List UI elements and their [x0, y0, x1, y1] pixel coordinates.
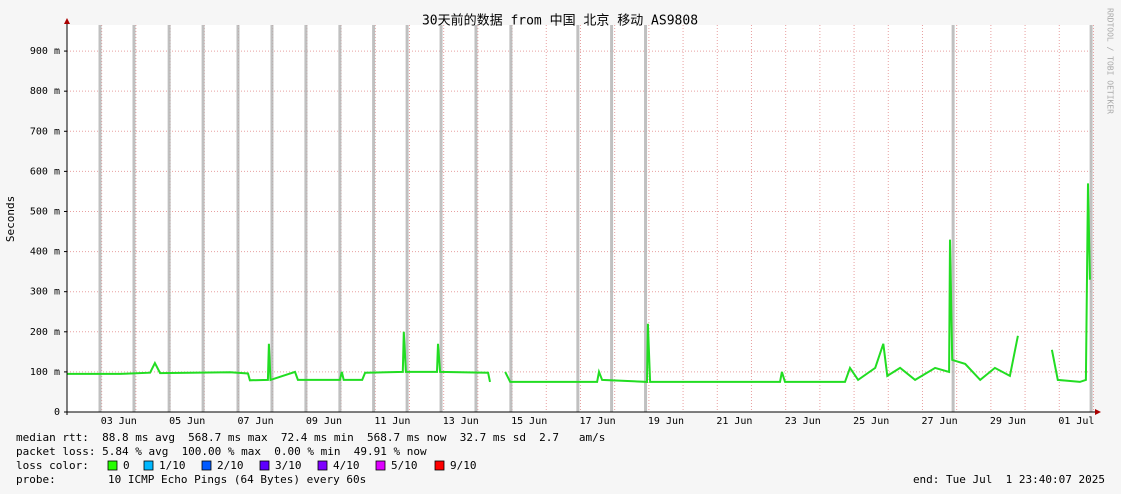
y-tick-label: 200 m [30, 327, 60, 338]
legend-swatch [201, 460, 212, 471]
x-tick-label: 01 Jul [1058, 416, 1094, 427]
axis-arrow [1095, 409, 1101, 415]
outage-bar [132, 25, 136, 412]
y-tick-label: 900 m [30, 46, 60, 57]
x-tick-label: 25 Jun [853, 416, 889, 427]
outage-bar [236, 25, 240, 412]
legend-swatch [107, 460, 118, 471]
end-time: end: Tue Jul 1 23:40:07 2025 [913, 473, 1105, 486]
y-tick-label: 700 m [30, 126, 60, 137]
x-tick-label: 09 Jun [306, 416, 342, 427]
x-tick-label: 19 Jun [648, 416, 684, 427]
outage-bar [405, 25, 409, 412]
median-line [67, 183, 1091, 383]
x-tick-label: 29 Jun [990, 416, 1026, 427]
outage-bar [644, 25, 648, 412]
stats-line: median rtt: 88.8 ms avg 568.7 ms max 72.… [16, 431, 605, 444]
outage-bar [304, 25, 308, 412]
outage-bar [167, 25, 171, 412]
x-tick-label: 07 Jun [238, 416, 274, 427]
legend-label: 3/10 [275, 459, 302, 472]
x-tick-label: 03 Jun [101, 416, 137, 427]
legend-label: 9/10 [450, 459, 477, 472]
y-axis-label: Seconds [4, 196, 17, 242]
outage-bar [270, 25, 274, 412]
outage-bar [338, 25, 342, 412]
legend-swatch [434, 460, 445, 471]
probe: 10 ICMP Echo Pings (64 Bytes) every 60s [108, 473, 366, 486]
x-tick-label: 27 Jun [922, 416, 958, 427]
outage-bar [509, 25, 513, 412]
legend-label: 2/10 [217, 459, 244, 472]
x-tick-label: 11 Jun [374, 416, 410, 427]
x-tick-label: 17 Jun [580, 416, 616, 427]
y-tick-label: 300 m [30, 287, 60, 298]
legend-label: 1/10 [159, 459, 186, 472]
legend-swatch [143, 460, 154, 471]
outage-bar [1089, 25, 1093, 412]
y-tick-label: 800 m [30, 86, 60, 97]
x-tick-label: 21 Jun [716, 416, 752, 427]
legend-swatch [317, 460, 328, 471]
y-tick-label: 400 m [30, 247, 60, 258]
y-tick-label: 100 m [30, 367, 60, 378]
outage-bar [372, 25, 376, 412]
x-tick-label: 05 Jun [169, 416, 205, 427]
stats-line: packet loss: 5.84 % avg 100.00 % max 0.0… [16, 445, 427, 458]
x-tick-label: 15 Jun [511, 416, 547, 427]
watermark: RRDTOOL / TOBI OETIKER [1106, 8, 1115, 114]
axis-arrow [64, 18, 70, 24]
outage-bar [951, 25, 955, 412]
outage-bar [439, 25, 443, 412]
y-tick-label: 600 m [30, 166, 60, 177]
y-tick-label: 0 [54, 407, 60, 418]
legend-label: 4/10 [333, 459, 360, 472]
outage-bar [201, 25, 205, 412]
legend-swatch [375, 460, 386, 471]
outage-bar [474, 25, 478, 412]
outage-bar [610, 25, 614, 412]
outage-bar [576, 25, 580, 412]
outage-bar [98, 25, 102, 412]
legend-label: 5/10 [391, 459, 418, 472]
x-tick-label: 23 Jun [785, 416, 821, 427]
x-tick-label: 13 Jun [443, 416, 479, 427]
legend-label: 0 [123, 459, 130, 472]
chart-title: 30天前的数据 from 中国 北京 移动 AS9808 [422, 13, 698, 29]
loss-label: loss color: [16, 459, 89, 472]
y-tick-label: 500 m [30, 206, 60, 217]
probe-label: probe: [16, 473, 56, 486]
plot-area [67, 25, 1093, 412]
legend-swatch [259, 460, 270, 471]
